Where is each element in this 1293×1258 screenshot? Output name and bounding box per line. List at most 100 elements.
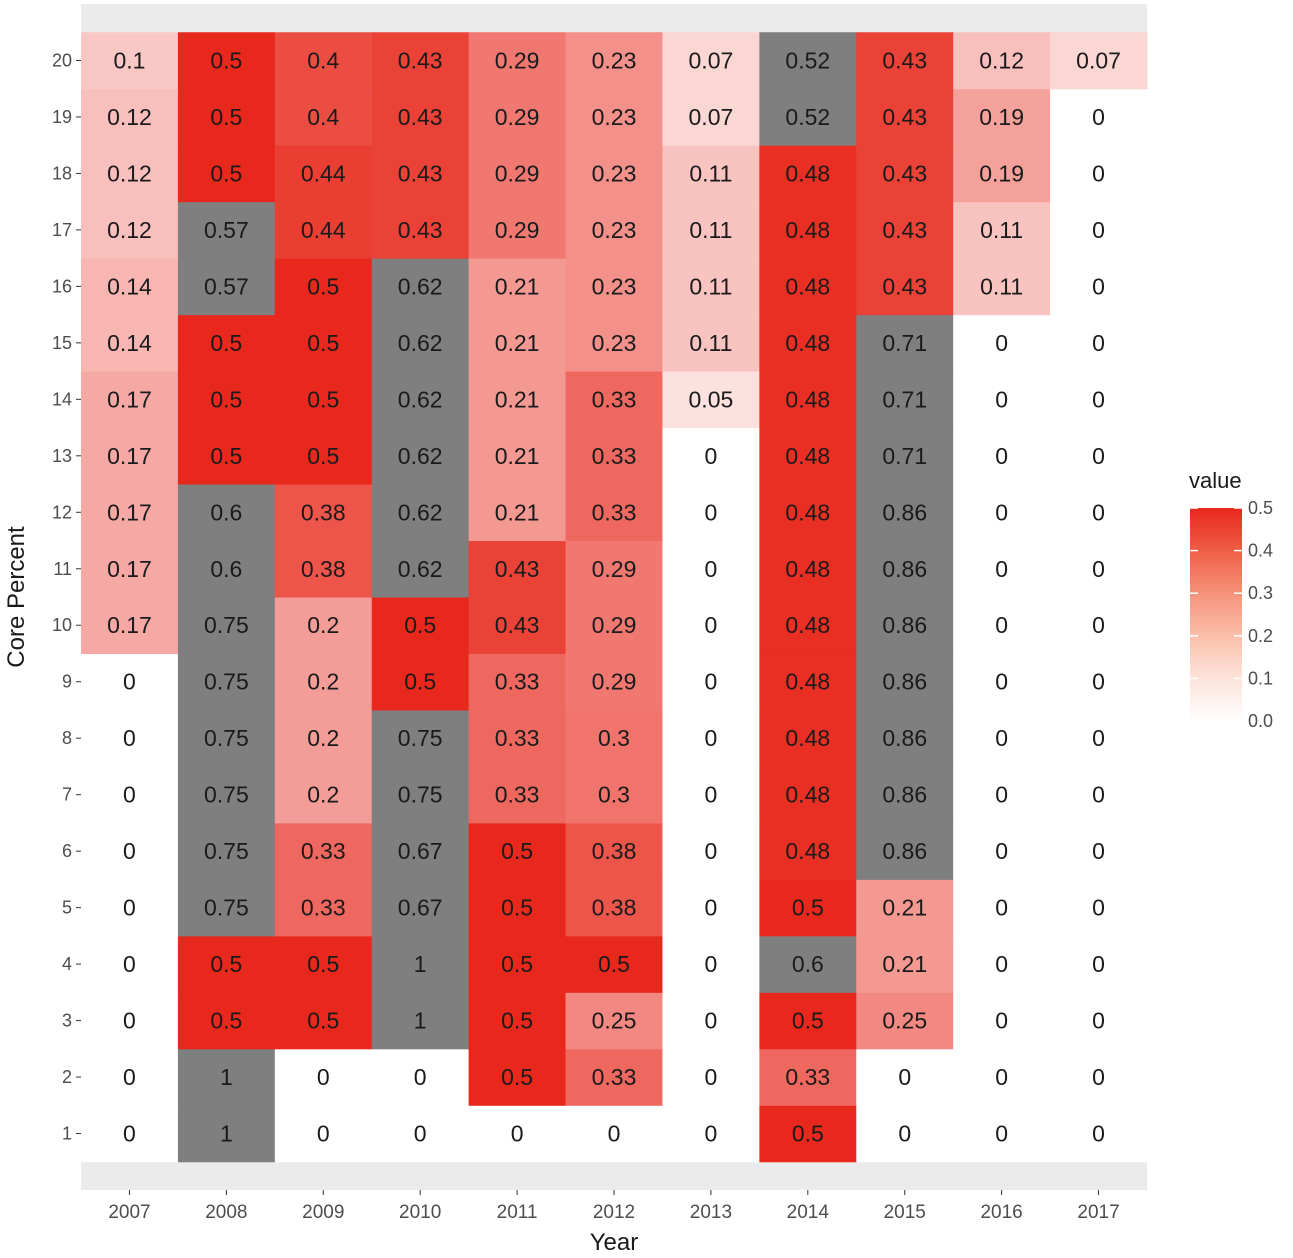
cell-value-label: 0.33	[301, 895, 346, 921]
heatmap-cell	[177, 879, 276, 937]
cell-value-label: 0.14	[107, 273, 152, 299]
heatmap-cell	[81, 314, 179, 372]
heatmap-cell	[565, 879, 663, 937]
heatmap-cell	[81, 597, 179, 654]
heatmap-cell	[81, 32, 179, 90]
heatmap-cell	[468, 32, 567, 90]
heatmap-cell	[274, 88, 373, 146]
cell-value-label: 0	[1092, 217, 1105, 243]
cell-value-label: 0.11	[689, 330, 732, 356]
heatmap-cell	[565, 258, 663, 316]
cell-value-label: 0.5	[210, 160, 242, 186]
cell-value-label: 0	[1092, 612, 1105, 638]
heatmap-cell	[81, 371, 179, 429]
heatmap-cell	[371, 653, 470, 711]
cell-value-label: 0.19	[979, 160, 1024, 186]
cell-value-label: 0.5	[501, 1008, 533, 1034]
heatmap-cell	[177, 201, 276, 259]
heatmap-cell	[953, 935, 1051, 993]
heatmap-cell	[274, 314, 373, 372]
heatmap-cell	[662, 935, 760, 993]
heatmap-cell	[274, 935, 373, 993]
heatmap-cell	[371, 145, 470, 203]
cell-value-label: 0.19	[979, 104, 1024, 130]
cell-value-label: 0.75	[204, 612, 249, 638]
heatmap-cell	[856, 88, 954, 146]
cell-value-label: 0.75	[398, 782, 443, 808]
legend-tick-label: 0.2	[1248, 626, 1273, 646]
heatmap-cell	[1050, 540, 1148, 598]
cell-value-label: 0	[1092, 838, 1105, 864]
heatmap-cell	[177, 653, 276, 711]
heatmap-cell	[1050, 992, 1148, 1050]
cell-value-label: 0	[995, 1064, 1008, 1090]
cell-value-label: 0.21	[495, 499, 540, 525]
heatmap-cell	[662, 1105, 760, 1163]
heatmap-cell	[759, 653, 857, 711]
heatmap-cell	[1050, 32, 1148, 90]
cell-value-label: 0.23	[592, 47, 637, 73]
legend: value 0.5 0.4 0.3 0.2 0.1 0.0	[1189, 468, 1273, 731]
cell-value-label: 0.44	[301, 217, 346, 243]
cell-value-label: 0	[1092, 386, 1105, 412]
heatmap-cell	[81, 145, 179, 203]
x-tick-label: 2012	[593, 1202, 635, 1223]
cell-value-label: 0	[123, 838, 136, 864]
cell-value-label: 0.5	[210, 47, 242, 73]
cell-value-label: 0.33	[785, 1064, 830, 1090]
cell-value-label: 0.11	[689, 273, 732, 299]
heatmap-cell	[759, 766, 857, 824]
cell-value-label: 0	[995, 1121, 1008, 1147]
heatmap-cell	[177, 1048, 276, 1106]
heatmap-cell	[177, 88, 276, 146]
heatmap-cell	[274, 371, 373, 429]
heatmap-cell	[371, 427, 470, 485]
heatmap-cell	[953, 314, 1051, 372]
cell-value-label: 0.23	[592, 160, 637, 186]
heatmap-cell	[856, 201, 954, 259]
cell-value-label: 0.48	[785, 612, 830, 638]
cell-value-label: 0	[1092, 725, 1105, 751]
cell-value-label: 0.14	[107, 330, 152, 356]
cell-labels: 0 1 0 0 0 0 0 0.5 0 0 0 0 1 0 0 0.5 0.33 0 0.33 0 0 0 0 0.5 0.5 1…	[107, 47, 1121, 1146]
heatmap-cell	[1050, 822, 1148, 880]
cell-value-label: 0	[705, 612, 718, 638]
heatmap-cell	[565, 484, 663, 542]
heatmap-cell	[953, 427, 1051, 485]
heatmap-cell	[371, 597, 470, 654]
cell-value-label: 0	[995, 443, 1008, 469]
heatmap-cell	[274, 258, 373, 316]
heatmap-cell	[953, 371, 1051, 429]
y-tick-label: 14	[52, 389, 72, 409]
cell-value-label: 0.48	[785, 838, 830, 864]
cell-value-label: 0.29	[495, 217, 540, 243]
heatmap-cell	[565, 935, 663, 993]
cell-value-label: 0	[1092, 556, 1105, 582]
heatmap-cell	[468, 879, 567, 937]
legend-tick-label: 0.1	[1248, 668, 1273, 688]
heatmap-cell	[856, 597, 954, 654]
cell-value-label: 0.38	[301, 556, 346, 582]
cell-value-label: 0.21	[495, 273, 540, 299]
cell-value-label: 0.71	[882, 443, 927, 469]
cell-value-label: 0	[995, 951, 1008, 977]
heatmap-cell	[274, 32, 373, 90]
cell-value-label: 0.52	[785, 104, 830, 130]
cell-value-label: 0.43	[882, 47, 927, 73]
cell-value-label: 0.48	[785, 669, 830, 695]
x-tick-label: 2017	[1077, 1202, 1119, 1223]
cell-value-label: 0.43	[882, 217, 927, 243]
y-tick-label: 7	[62, 785, 72, 805]
heatmap-cell	[371, 1105, 470, 1163]
cell-value-label: 0.4	[307, 47, 339, 73]
cell-value-label: 0.29	[495, 47, 540, 73]
heatmap-cell	[1050, 145, 1148, 203]
cell-value-label: 0	[123, 1121, 136, 1147]
heatmap-cell	[565, 32, 663, 90]
heatmap-cell	[662, 145, 760, 203]
heatmap-cell	[177, 32, 276, 90]
cell-value-label: 0	[1092, 104, 1105, 130]
heatmap-cell	[1050, 1048, 1148, 1106]
cell-value-label: 0.29	[495, 160, 540, 186]
heatmap-cell	[759, 427, 857, 485]
